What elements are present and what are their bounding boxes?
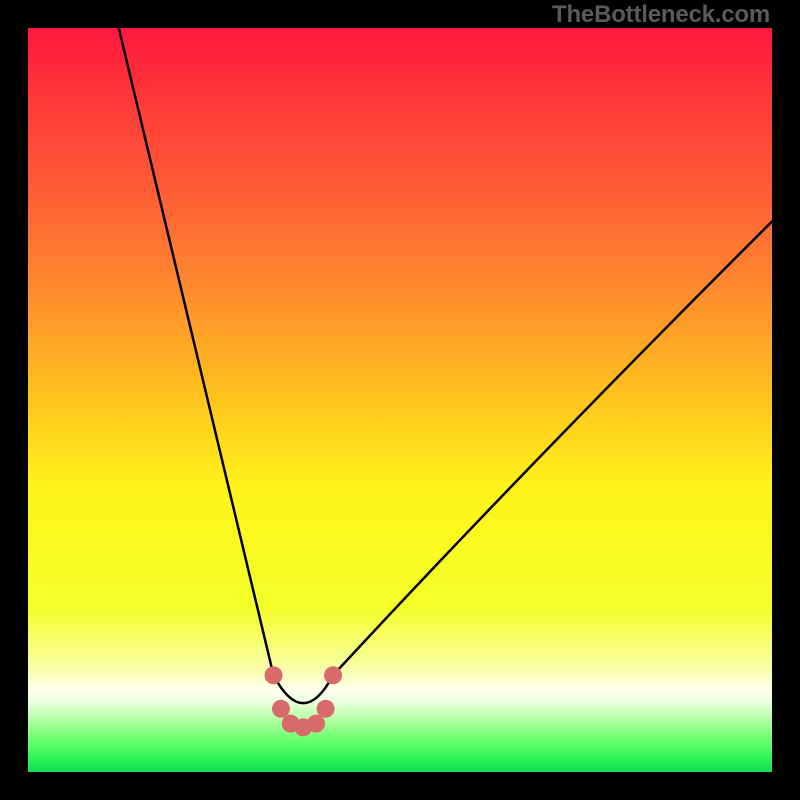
gradient-background — [28, 28, 772, 772]
trough-marker — [317, 700, 335, 718]
chart-stage: TheBottleneck.com — [0, 0, 800, 800]
watermark-text: TheBottleneck.com — [552, 1, 770, 29]
trough-marker — [307, 715, 325, 733]
trough-marker — [265, 666, 283, 684]
plot-svg — [28, 28, 772, 772]
trough-marker — [272, 700, 290, 718]
trough-marker — [324, 666, 342, 684]
plot-area — [28, 28, 772, 772]
